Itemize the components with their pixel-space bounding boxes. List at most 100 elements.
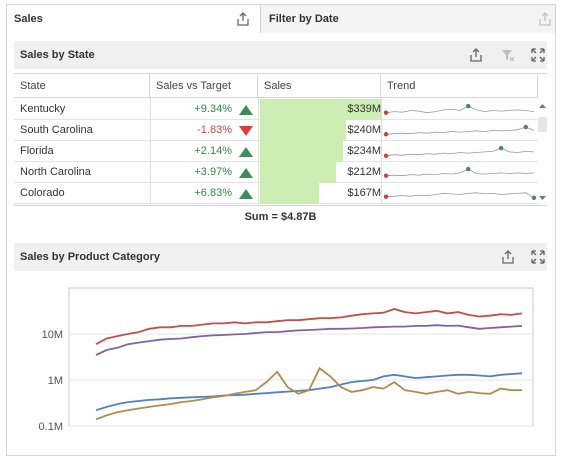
- column-divider: [381, 98, 382, 205]
- state-cell: South Carolina: [20, 124, 93, 136]
- sales-by-state-header: Sales by State: [14, 41, 547, 69]
- trend-cell: [383, 99, 538, 120]
- sales-bar: [260, 141, 343, 162]
- sales-cell: $234M: [260, 141, 383, 162]
- grid-scrollbar[interactable]: [538, 98, 547, 205]
- table-row[interactable]: South Carolina -1.83% $240M: [14, 120, 538, 141]
- column-header-trend[interactable]: Trend: [381, 74, 538, 98]
- export-icon[interactable]: [235, 11, 251, 27]
- sparkline-start-point: [383, 173, 389, 178]
- sparkline-max-point: [466, 166, 471, 172]
- panel-title: Sales by State: [20, 49, 95, 61]
- sales-value: $212M: [347, 166, 381, 178]
- arrow-up-icon: [239, 168, 253, 178]
- sparkline-path: [385, 192, 535, 199]
- y-tick-label: 0.1M: [39, 421, 63, 432]
- state-cell: North Carolina: [20, 166, 91, 178]
- sparkline-start-point: [383, 194, 389, 199]
- sales-value: $339M: [347, 103, 381, 115]
- tab-filter-label: Filter by Date: [269, 13, 339, 25]
- sales-cell: $240M: [260, 120, 383, 141]
- sparkline: [383, 145, 535, 158]
- sales-bar: [260, 162, 336, 183]
- sales-vs-target-cell: -1.83%: [197, 124, 232, 136]
- tab-sales-label: Sales: [14, 13, 43, 25]
- filter-clear-icon[interactable]: [500, 47, 516, 63]
- sales-cell: $212M: [260, 162, 383, 183]
- sparkline-max-point: [466, 103, 471, 109]
- sparkline: [383, 166, 535, 178]
- sparkline-path: [385, 105, 535, 114]
- product-category-chart: 10M 1M 0.1M: [14, 272, 547, 433]
- sales-vs-target-cell: +9.34%: [194, 103, 232, 115]
- sparkline-max-point: [531, 195, 537, 200]
- sparkline-path: [385, 168, 535, 177]
- sparkline: [383, 103, 535, 115]
- tab-sales[interactable]: Sales: [7, 5, 261, 33]
- sales-cell: $167M: [260, 183, 383, 204]
- column-header-sales[interactable]: Sales: [258, 74, 381, 98]
- scroll-thumb[interactable]: [538, 117, 547, 132]
- sparkline-max-point: [498, 145, 504, 151]
- sales-bar: [260, 99, 381, 120]
- dashboard-frame: Sales Filter by Date Sales by State: [6, 4, 556, 456]
- scroll-up-icon[interactable]: [538, 102, 547, 110]
- series-line-0[interactable]: [95, 308, 523, 345]
- sales-cell: $339M: [260, 99, 383, 120]
- sparkline-path: [385, 147, 535, 157]
- trend-cell: [383, 141, 538, 162]
- trend-cell: [383, 162, 538, 183]
- table-row[interactable]: Kentucky +9.34% $339M: [14, 99, 538, 120]
- column-header-state[interactable]: State: [14, 74, 150, 98]
- arrow-up-icon: [239, 189, 253, 199]
- tab-bar: Sales Filter by Date: [7, 5, 555, 33]
- sparkline-max-point: [523, 124, 528, 130]
- sales-bar: [260, 120, 346, 141]
- state-cell: Colorado: [20, 187, 65, 199]
- sales-by-state-panel: Sales by State State Sales vs Target Sal…: [14, 41, 547, 237]
- trend-cell: [383, 120, 538, 141]
- sparkline-start-point: [383, 132, 389, 137]
- product-category-panel: Sales by Product Category 10M 1M 0.1M: [14, 243, 547, 433]
- sales-grid: State Sales vs Target Sales Trend Kentuc…: [14, 73, 547, 206]
- trend-cell: [383, 183, 538, 204]
- column-divider: [258, 98, 259, 205]
- sparkline-start-point: [383, 110, 389, 115]
- tab-filter-by-date[interactable]: Filter by Date: [261, 5, 555, 33]
- export-icon: [539, 12, 551, 26]
- series-line-1[interactable]: [95, 324, 523, 356]
- sparkline-path: [385, 126, 535, 135]
- state-cell: Kentucky: [20, 103, 66, 115]
- y-tick-label: 10M: [42, 329, 63, 341]
- sparkline: [383, 192, 537, 200]
- maximize-icon[interactable]: [530, 249, 546, 265]
- table-row[interactable]: North Carolina +3.97% $212M: [14, 162, 538, 183]
- export-icon[interactable]: [500, 249, 516, 265]
- sparkline: [383, 124, 535, 137]
- maximize-icon[interactable]: [530, 47, 546, 63]
- sparkline-start-point: [383, 153, 389, 158]
- line-chart: 10M 1M 0.1M: [39, 287, 534, 433]
- grid-total: Sum = $4.87B: [244, 211, 317, 223]
- table-row[interactable]: Florida +2.14% $234M: [14, 141, 538, 162]
- arrow-up-icon: [239, 105, 253, 115]
- sales-value: $234M: [347, 145, 381, 157]
- panel-title: Sales by Product Category: [20, 251, 160, 263]
- grid-header: State Sales vs Target Sales Trend: [14, 74, 538, 98]
- series-line-3[interactable]: [95, 366, 522, 421]
- table-row[interactable]: Colorado +6.83% $167M: [14, 183, 538, 204]
- sales-vs-target-cell: +6.83%: [194, 187, 232, 199]
- sales-bar: [260, 183, 319, 204]
- state-cell: Florida: [20, 145, 54, 157]
- product-category-header: Sales by Product Category: [14, 243, 547, 271]
- export-icon[interactable]: [468, 47, 484, 63]
- sales-vs-target-cell: +2.14%: [194, 145, 232, 157]
- column-divider: [150, 98, 151, 205]
- y-tick-label: 1M: [48, 375, 63, 387]
- sales-value: $167M: [347, 187, 381, 199]
- plot-area: [68, 287, 534, 427]
- scroll-down-icon[interactable]: [538, 194, 547, 202]
- arrow-down-icon: [239, 126, 253, 136]
- column-header-sales-vs-target[interactable]: Sales vs Target: [150, 74, 258, 98]
- arrow-up-icon: [239, 147, 253, 157]
